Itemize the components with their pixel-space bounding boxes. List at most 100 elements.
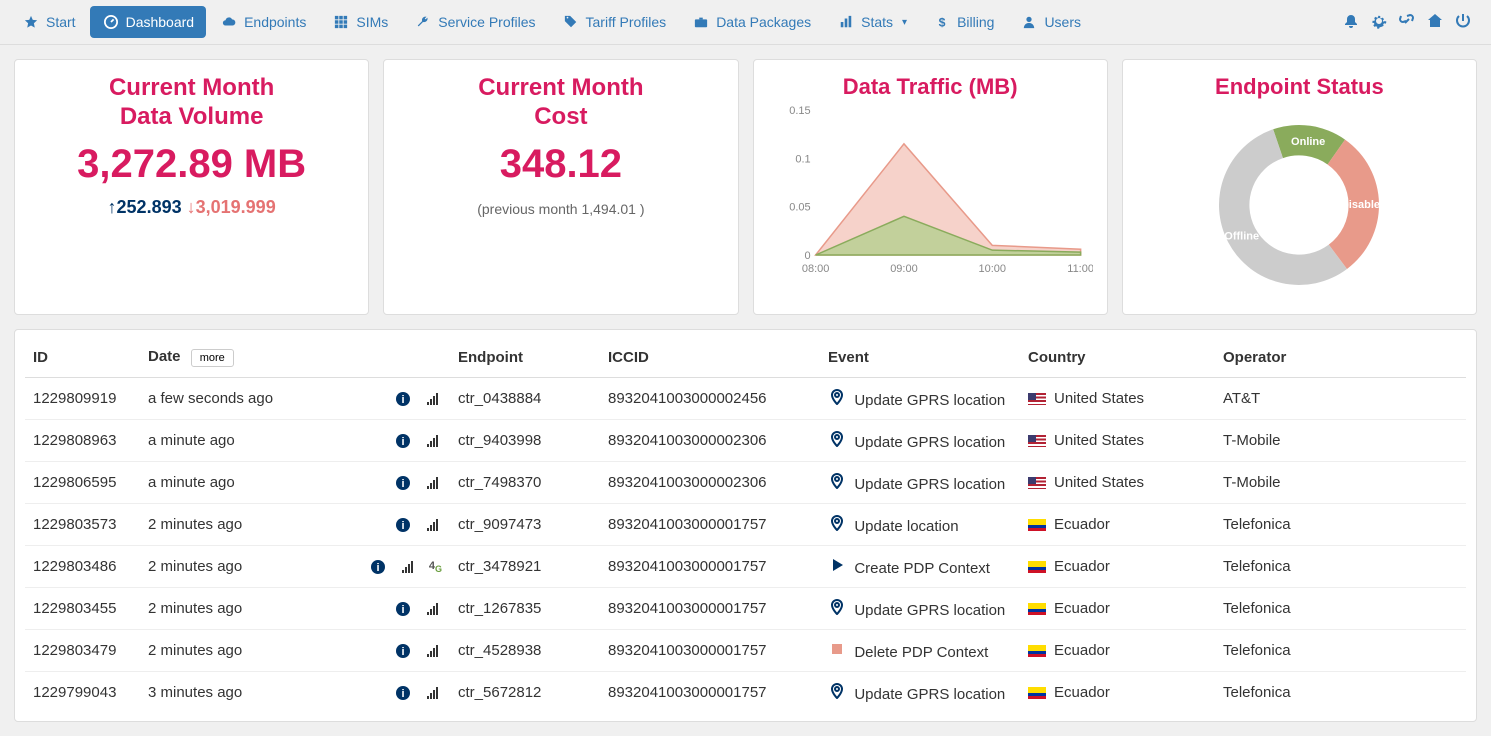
cell-operator: Telefonica [1215,504,1466,546]
svg-text:i: i [401,604,404,616]
cell-country: United States [1020,462,1215,504]
svg-text:08:00: 08:00 [801,263,829,275]
cell-id: 1229806595 [25,462,140,504]
cell-operator: T-Mobile [1215,420,1466,462]
signal-icon [424,600,442,618]
svg-text:i: i [376,562,379,574]
col-event[interactable]: Event [820,338,1020,378]
table-row[interactable]: 1229803479 2 minutes ago i ctr_4528938 8… [25,630,1466,672]
tags-icon [562,13,580,31]
col-id[interactable]: ID [25,338,140,378]
cell-id: 1229803486 [25,546,140,588]
cell-iccid: 8932041003000002456 [600,378,820,420]
cell-country: United States [1020,420,1215,462]
4g-badge: 4G [429,560,442,574]
cell-event: Update GPRS location [820,588,1020,630]
cell-endpoint: ctr_1267835 [450,588,600,630]
cloud-icon [220,13,238,31]
bell-icon[interactable] [1343,13,1359,32]
nav-data-packages[interactable]: Data Packages [680,6,823,38]
svg-text:i: i [401,394,404,406]
table-row[interactable]: 1229803573 2 minutes ago i ctr_9097473 8… [25,504,1466,546]
cell-operator: T-Mobile [1215,462,1466,504]
nav-dashboard[interactable]: Dashboard [90,6,207,38]
flag-ec-icon [1028,519,1046,531]
info-icon[interactable]: i [394,684,412,702]
flag-ec-icon [1028,561,1046,573]
gear-icon[interactable] [1371,13,1387,32]
card-title: Current Month Cost [398,74,723,132]
info-icon[interactable]: i [394,390,412,408]
events-table-card: ID Date more Endpoint ICCID Event Countr… [14,329,1477,722]
more-button[interactable]: more [191,349,234,367]
nav-endpoints[interactable]: Endpoints [208,6,318,38]
info-icon[interactable]: i [394,432,412,450]
flag-us-icon [1028,435,1046,447]
table-row[interactable]: 1229808963 a minute ago i ctr_9403998 89… [25,420,1466,462]
nav-start[interactable]: Start [10,6,88,38]
pin-icon [828,514,846,532]
top-nav: StartDashboardEndpointsSIMsService Profi… [0,0,1491,45]
cell-country: Ecuador [1020,588,1215,630]
signal-icon [424,516,442,534]
svg-text:i: i [401,646,404,658]
cell-endpoint: ctr_9403998 [450,420,600,462]
cell-event: Update GPRS location [820,672,1020,714]
col-date[interactable]: Date more [140,338,450,378]
info-icon[interactable]: i [394,600,412,618]
col-operator[interactable]: Operator [1215,338,1466,378]
info-icon[interactable]: i [394,642,412,660]
col-country[interactable]: Country [1020,338,1215,378]
nav-billing[interactable]: $Billing [921,6,1006,38]
svg-text:Online: Online [1291,136,1325,148]
cell-country: Ecuador [1020,630,1215,672]
link-icon[interactable] [1399,13,1415,32]
cell-endpoint: ctr_9097473 [450,504,600,546]
svg-text:i: i [401,688,404,700]
cell-iccid: 8932041003000001757 [600,504,820,546]
card-endpoint-status: Endpoint Status OnlineDisabledOffline [1122,59,1477,315]
nav-stats[interactable]: Stats▾ [825,6,919,38]
svg-text:$: $ [939,15,946,29]
home-icon[interactable] [1427,13,1443,32]
cell-event: Update GPRS location [820,462,1020,504]
nav-users[interactable]: Users [1008,6,1093,38]
table-row[interactable]: 1229809919 a few seconds ago i ctr_04388… [25,378,1466,420]
traffic-chart: 00.050.10.1508:0009:0010:0011:00 [768,100,1093,280]
cell-iccid: 8932041003000002306 [600,462,820,504]
cell-id: 1229803573 [25,504,140,546]
cell-date: a minute ago i [140,462,450,504]
signal-icon [424,684,442,702]
dashboard-icon [102,13,120,31]
flag-ec-icon [1028,687,1046,699]
cell-endpoint: ctr_4528938 [450,630,600,672]
status-donut: OnlineDisabledOffline [1199,110,1399,290]
flag-ec-icon [1028,603,1046,615]
nav-tariff-profiles[interactable]: Tariff Profiles [550,6,679,38]
flag-us-icon [1028,477,1046,489]
info-icon[interactable]: i [369,558,387,576]
star-icon [22,13,40,31]
info-icon[interactable]: i [394,474,412,492]
card-data-volume: Current Month Data Volume 3,272.89 MB ↑2… [14,59,369,315]
cell-operator: Telefonica [1215,546,1466,588]
cell-country: Ecuador [1020,504,1215,546]
table-row[interactable]: 1229806595 a minute ago i ctr_7498370 89… [25,462,1466,504]
col-iccid[interactable]: ICCID [600,338,820,378]
power-icon[interactable] [1455,13,1471,32]
stats-icon [837,13,855,31]
caret-down-icon: ▾ [902,17,907,28]
signal-icon [424,390,442,408]
table-row[interactable]: 1229803486 2 minutes ago i 4G ctr_347892… [25,546,1466,588]
cell-date: 2 minutes ago i 4G [140,546,450,588]
table-row[interactable]: 1229803455 2 minutes ago i ctr_1267835 8… [25,588,1466,630]
col-endpoint[interactable]: Endpoint [450,338,600,378]
grid-icon [332,13,350,31]
svg-text:10:00: 10:00 [978,263,1006,275]
info-icon[interactable]: i [394,516,412,534]
pin-icon [828,430,846,448]
nav-service-profiles[interactable]: Service Profiles [402,6,547,38]
table-row[interactable]: 1229799043 3 minutes ago i ctr_5672812 8… [25,672,1466,714]
cell-id: 1229803479 [25,630,140,672]
nav-sims[interactable]: SIMs [320,6,400,38]
